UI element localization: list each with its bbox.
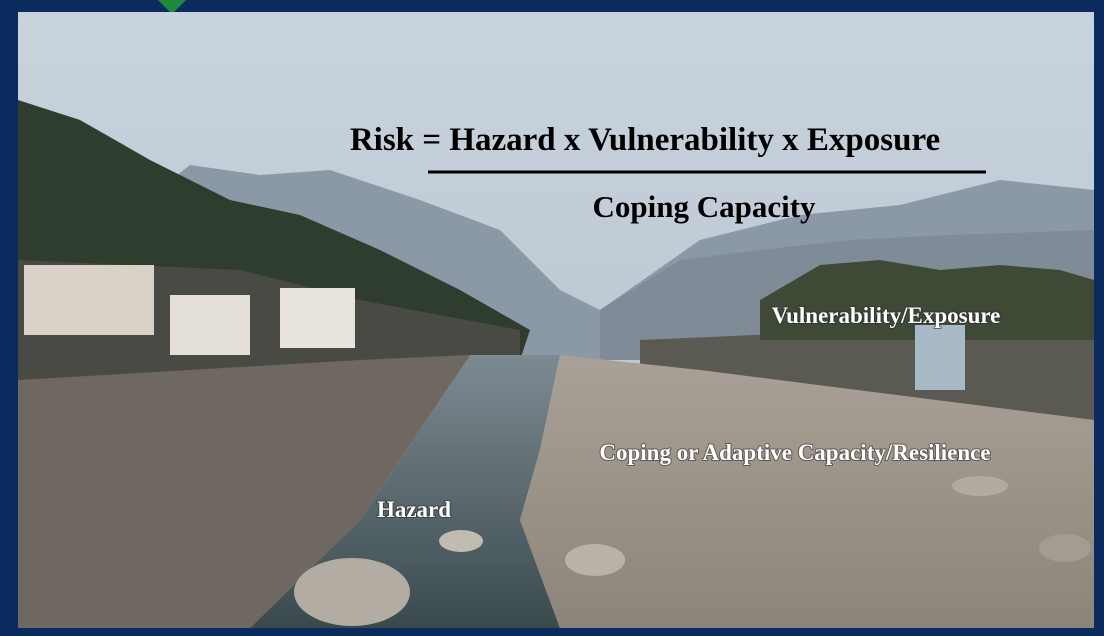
slide: Risk = Hazard x Vulnerability x Exposure… (0, 0, 1104, 636)
label: Vulnerability/Exposure (772, 303, 1001, 328)
formula-numerator: Risk = Hazard x Vulnerability x Exposure (350, 122, 940, 158)
label: Hazard (377, 497, 451, 522)
page: Risk = Hazard x Vulnerability x Exposure… (0, 0, 1104, 636)
label: Coping or Adaptive Capacity/Resilience (599, 440, 990, 465)
formula-denominator: Coping Capacity (592, 189, 816, 224)
